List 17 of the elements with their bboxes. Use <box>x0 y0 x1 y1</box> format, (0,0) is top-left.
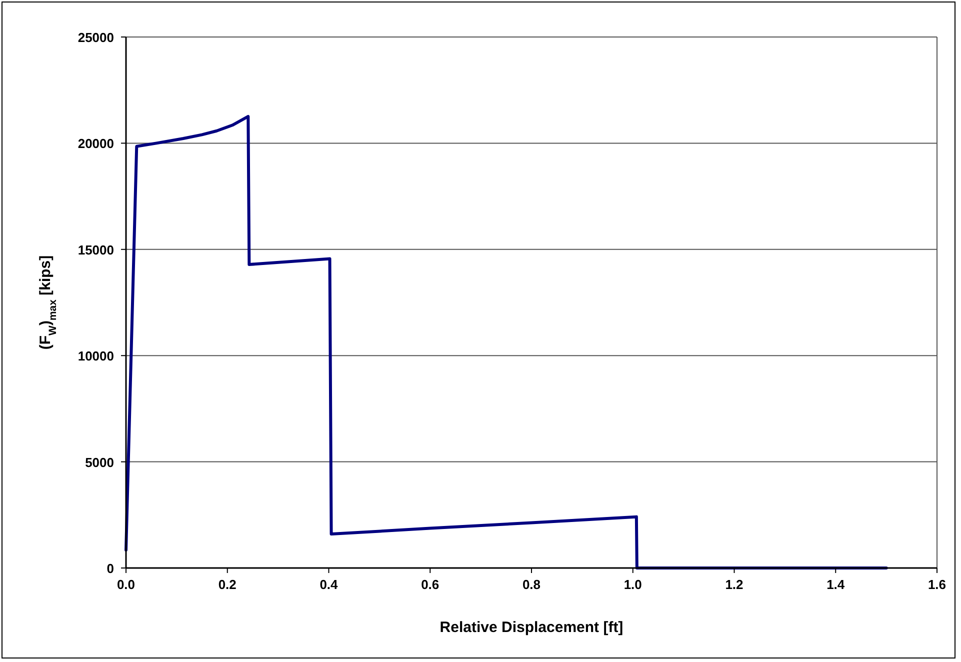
x-tick-label: 0.2 <box>218 577 236 592</box>
line-series <box>124 114 888 570</box>
y-tick-label: 20000 <box>78 136 114 152</box>
x-axis-title: Relative Displacement [ft] <box>440 619 624 636</box>
x-tick-label: 1.0 <box>624 577 642 592</box>
x-tick-label: 1.6 <box>928 577 946 592</box>
x-tick-label: 0.6 <box>421 577 440 592</box>
x-tick-label: 0.4 <box>320 577 339 592</box>
y-tick-label: 0 <box>106 561 114 576</box>
x-tick-label: 1.2 <box>725 577 744 592</box>
x-tick-label: 0.0 <box>116 577 136 592</box>
y-tick-label: 25000 <box>78 30 114 45</box>
x-tick-label: 1.4 <box>826 577 846 592</box>
y-tick-label: 10000 <box>78 348 114 364</box>
y-tick-label: 15000 <box>78 242 114 258</box>
x-tick-label: 0.8 <box>522 577 541 592</box>
y-tick-label: 5000 <box>85 454 114 470</box>
